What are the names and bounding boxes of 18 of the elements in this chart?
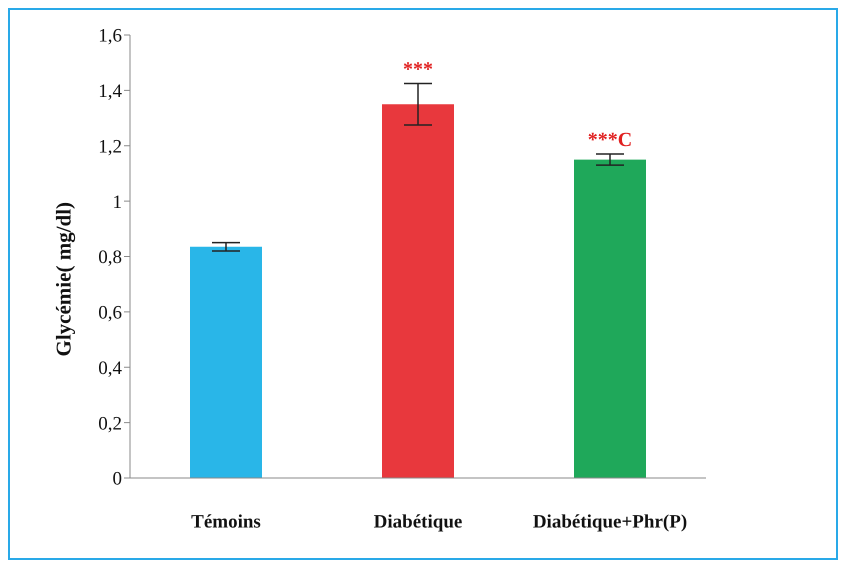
x-tick-label: Diabétique: [374, 511, 462, 532]
bar: [190, 246, 262, 478]
y-tick-label: 0,6: [98, 302, 122, 324]
y-tick-label: 0,4: [98, 358, 122, 379]
y-tick-label: 0,2: [98, 413, 122, 434]
x-tick-label: Diabétique+Phr(P): [532, 511, 688, 532]
annotation: ***C: [588, 129, 632, 152]
bar: [382, 104, 454, 478]
y-tick-label: 1,4: [98, 81, 122, 102]
y-tick-label: 0: [112, 468, 122, 490]
x-tick-label: Témoins: [191, 511, 261, 532]
y-tick-label: 1,2: [98, 136, 122, 158]
y-tick-label: 0,8: [98, 247, 122, 268]
y-tick-label: 1: [112, 192, 122, 213]
annotation: ***: [403, 58, 433, 80]
y-tick-label: 1,6: [98, 26, 122, 47]
bar: [574, 160, 646, 478]
y-axis-title: Glycémie( mg/dl): [51, 202, 76, 356]
